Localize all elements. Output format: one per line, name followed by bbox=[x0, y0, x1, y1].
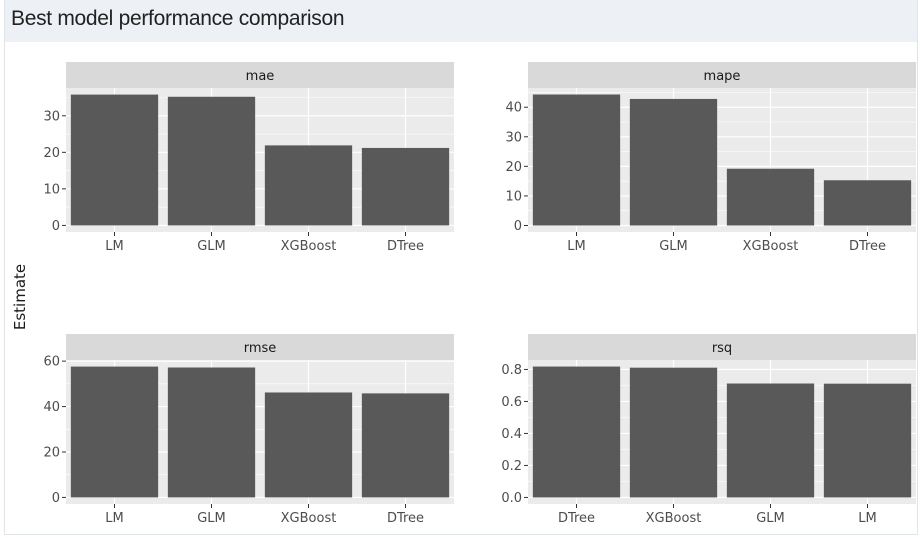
facet-strip bbox=[66, 62, 454, 88]
y-tick-label: 20 bbox=[43, 146, 60, 161]
y-tick-label: 0.2 bbox=[501, 459, 522, 474]
y-tick-label: 10 bbox=[505, 189, 522, 204]
x-tick-label: XGBoost bbox=[281, 511, 337, 526]
bar bbox=[629, 367, 718, 498]
facet-strip bbox=[528, 62, 916, 88]
bar bbox=[629, 98, 718, 226]
x-tick-label: DTree bbox=[558, 511, 595, 526]
title-bar: Best model performance comparison bbox=[5, 0, 917, 42]
bar bbox=[70, 94, 159, 226]
y-tick-label: 40 bbox=[505, 101, 522, 116]
x-tick-label: LM bbox=[858, 511, 876, 526]
x-tick-label: GLM bbox=[756, 511, 785, 526]
x-tick-label: DTree bbox=[849, 239, 886, 254]
x-tick-label: GLM bbox=[197, 239, 226, 254]
y-tick-label: 20 bbox=[43, 445, 60, 460]
bar bbox=[532, 94, 621, 226]
y-tick-label: 10 bbox=[43, 182, 60, 197]
y-tick-label: 0.4 bbox=[501, 427, 522, 442]
facet-strip-label: mape bbox=[704, 69, 741, 84]
y-tick-label: 0.6 bbox=[501, 395, 522, 410]
y-tick-label: 0 bbox=[52, 219, 60, 234]
x-tick-label: XGBoost bbox=[646, 511, 702, 526]
bar bbox=[167, 96, 256, 226]
facet-strip-label: rmse bbox=[244, 341, 277, 356]
bar bbox=[264, 392, 353, 498]
bar bbox=[167, 367, 256, 498]
bar bbox=[70, 366, 159, 498]
facet-strip bbox=[66, 334, 454, 360]
y-tick-label: 40 bbox=[43, 400, 60, 415]
y-tick-label: 20 bbox=[505, 160, 522, 175]
bar bbox=[264, 145, 353, 226]
y-axis-label: Estimate bbox=[11, 264, 29, 330]
y-tick-label: 0.8 bbox=[501, 363, 522, 378]
bar bbox=[823, 383, 912, 498]
y-tick-label: 0.0 bbox=[501, 491, 522, 506]
x-tick-label: GLM bbox=[659, 239, 688, 254]
bar bbox=[726, 168, 815, 226]
x-tick-label: XGBoost bbox=[281, 239, 337, 254]
y-tick-label: 0 bbox=[52, 491, 60, 506]
x-tick-label: XGBoost bbox=[743, 239, 799, 254]
y-tick-label: 30 bbox=[43, 109, 60, 124]
bar bbox=[823, 180, 912, 226]
facet-strip-label: mae bbox=[246, 69, 275, 84]
y-tick-label: 0 bbox=[514, 219, 522, 234]
facet-strip-label: rsq bbox=[712, 341, 732, 356]
bar bbox=[726, 383, 815, 498]
x-tick-label: LM bbox=[567, 239, 585, 254]
y-tick-label: 60 bbox=[43, 355, 60, 370]
bar bbox=[532, 366, 621, 498]
y-tick-label: 30 bbox=[505, 130, 522, 145]
chart-title: Best model performance comparison bbox=[11, 7, 345, 30]
bar bbox=[361, 147, 450, 226]
x-tick-label: LM bbox=[105, 239, 123, 254]
bar bbox=[361, 393, 450, 498]
x-tick-label: LM bbox=[105, 511, 123, 526]
facet-strip bbox=[528, 334, 916, 360]
x-tick-label: GLM bbox=[197, 511, 226, 526]
x-tick-label: DTree bbox=[387, 239, 424, 254]
x-tick-label: DTree bbox=[387, 511, 424, 526]
